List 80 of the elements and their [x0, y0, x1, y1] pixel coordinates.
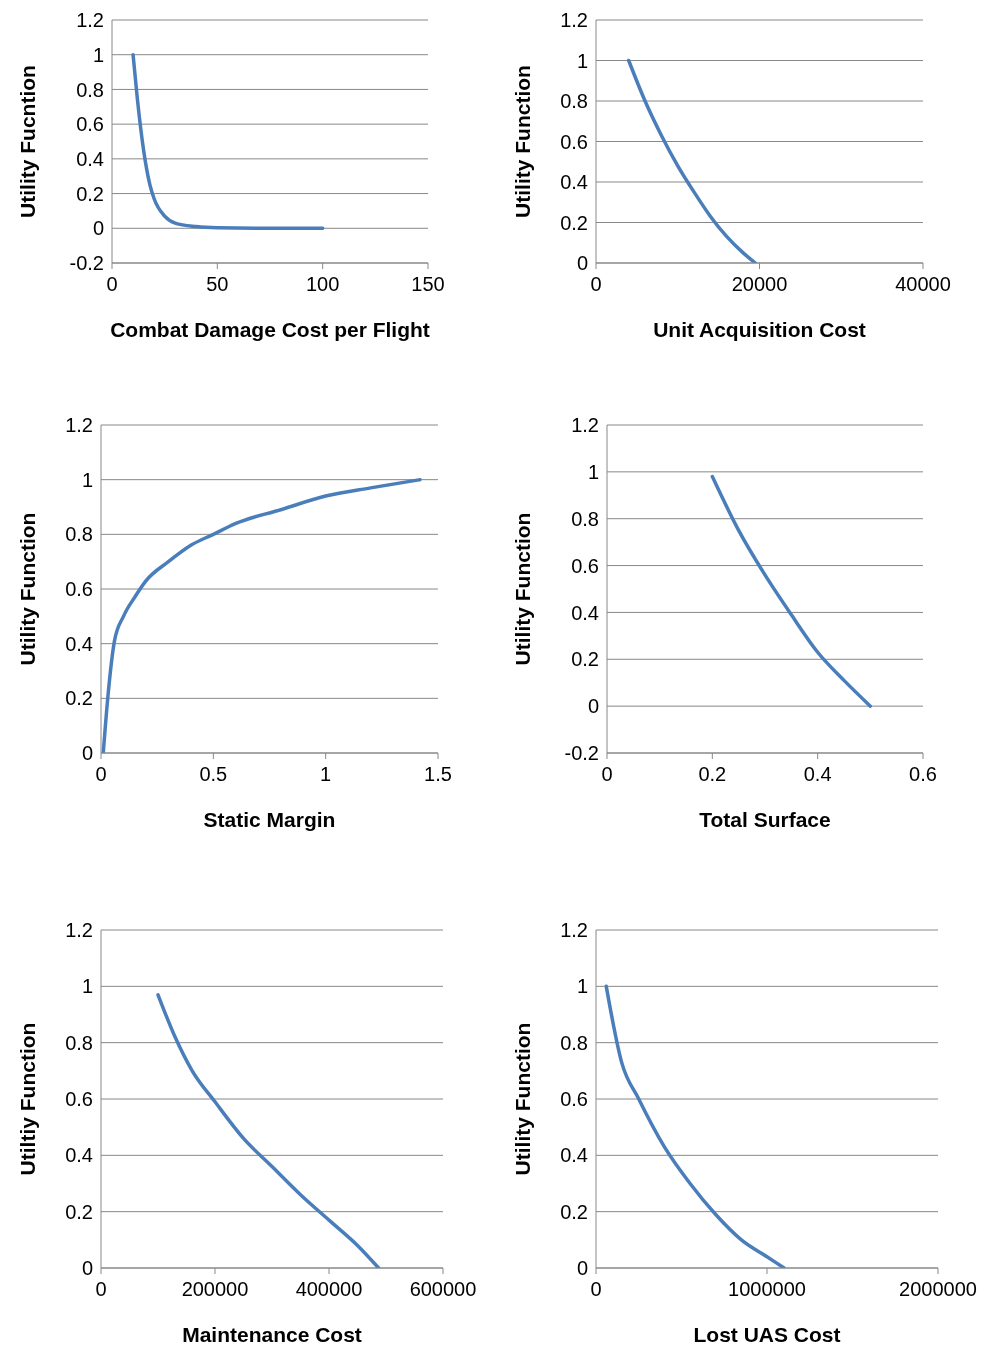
x-axis-title: Total Surface [699, 808, 831, 831]
y-tick-label: 0 [587, 695, 599, 718]
y-tick-label: 0.6 [560, 130, 588, 153]
x-tick-label: 400000 [295, 1278, 363, 1301]
y-tick-label: 0.8 [76, 78, 104, 101]
line-series [710, 474, 873, 708]
y-tick-label: 0.4 [65, 632, 93, 655]
y-axis-title: Utiltiy Function [16, 1022, 40, 1176]
y-tick-label: 1.2 [560, 9, 588, 32]
y-tick-label: 0.8 [560, 1031, 588, 1054]
y-tick-label: 0.2 [76, 182, 104, 205]
x-tick-label: 0.4 [803, 763, 832, 786]
y-axis-title: Utility Function [511, 1022, 535, 1176]
y-tick-label: 0.6 [65, 1088, 93, 1111]
x-axis-title: Maintenance Cost [182, 1323, 362, 1346]
y-tick-label: 0 [81, 742, 93, 765]
x-tick-label: 150 [411, 273, 445, 296]
y-tick-label: 1 [81, 468, 93, 491]
y-tick-label: 0.6 [76, 113, 104, 136]
y-tick-label: 0.2 [571, 648, 599, 671]
y-tick-label: 0.4 [560, 1144, 588, 1167]
x-axis-title: Combat Damage Cost per Flight [110, 318, 430, 341]
x-axis-title: Lost UAS Cost [693, 1323, 841, 1346]
y-tick-label: 0.8 [65, 523, 93, 546]
x-tick-label: 1000000 [728, 1278, 806, 1301]
x-tick-label: 50 [206, 273, 229, 296]
y-tick-label: 0.8 [571, 507, 599, 530]
y-tick-label: 0.8 [65, 1031, 93, 1054]
x-tick-label: 40000 [895, 273, 951, 296]
line-series [101, 477, 422, 753]
x-axis-title: Static Margin [203, 808, 336, 831]
y-tick-label: 0 [576, 252, 588, 275]
y-axis-title: Utility Function [511, 65, 535, 218]
x-tick-label: 200000 [181, 1278, 249, 1301]
x-tick-label: 2000000 [899, 1278, 977, 1301]
y-tick-label: -0.2 [564, 742, 599, 765]
x-tick-label: 20000 [731, 273, 788, 296]
y-tick-label: 1 [81, 975, 93, 998]
y-tick-label: 0 [81, 1257, 93, 1280]
x-tick-label: 0.5 [199, 763, 228, 786]
y-tick-label: 0.6 [65, 578, 93, 601]
y-tick-label: 1 [92, 43, 104, 66]
y-tick-label: 0.2 [560, 211, 588, 234]
y-tick-label: 1.2 [65, 414, 93, 437]
line-series [626, 58, 758, 263]
y-tick-label: 1.2 [65, 919, 93, 942]
line-series [156, 993, 381, 1268]
y-tick-label: 0.4 [76, 147, 104, 170]
y-tick-label: 1 [587, 460, 599, 483]
y-axis-title: Utility Function [16, 512, 40, 666]
x-tick-label: 100 [305, 273, 340, 296]
x-tick-label: 0.6 [909, 763, 937, 786]
y-tick-label: 1 [576, 975, 588, 998]
x-tick-label: 0.2 [698, 763, 727, 786]
y-tick-label: 0.4 [560, 171, 588, 194]
y-tick-label: 0.2 [65, 1200, 93, 1223]
y-tick-label: 0.6 [571, 554, 599, 577]
y-tick-label: 0.8 [560, 90, 588, 113]
y-tick-label: 0.4 [65, 1144, 93, 1167]
x-axis-title: Unit Acquisition Cost [653, 318, 866, 341]
x-tick-label: 1.5 [424, 763, 452, 786]
y-tick-label: 0.6 [560, 1088, 588, 1111]
x-tick-label: 0 [601, 763, 613, 786]
line-series [604, 984, 786, 1268]
y-axis-title: Utility Fucntion [16, 65, 40, 218]
y-tick-label: 0 [576, 1257, 588, 1280]
x-tick-label: 1 [320, 763, 332, 786]
y-tick-label: 0.2 [560, 1200, 588, 1223]
y-tick-label: 1 [576, 49, 588, 72]
x-tick-label: 0 [106, 273, 118, 296]
x-tick-label: 600000 [409, 1278, 477, 1301]
y-tick-label: 0 [92, 217, 104, 240]
y-tick-label: 0.2 [65, 687, 93, 710]
line-series [131, 52, 325, 231]
y-tick-label: -0.2 [69, 252, 104, 275]
y-tick-label: 1.2 [76, 9, 104, 32]
y-tick-label: 1.2 [560, 919, 588, 942]
y-tick-label: 1.2 [571, 414, 599, 437]
y-axis-title: Utility Function [511, 512, 535, 666]
y-tick-label: 0.4 [571, 601, 599, 624]
